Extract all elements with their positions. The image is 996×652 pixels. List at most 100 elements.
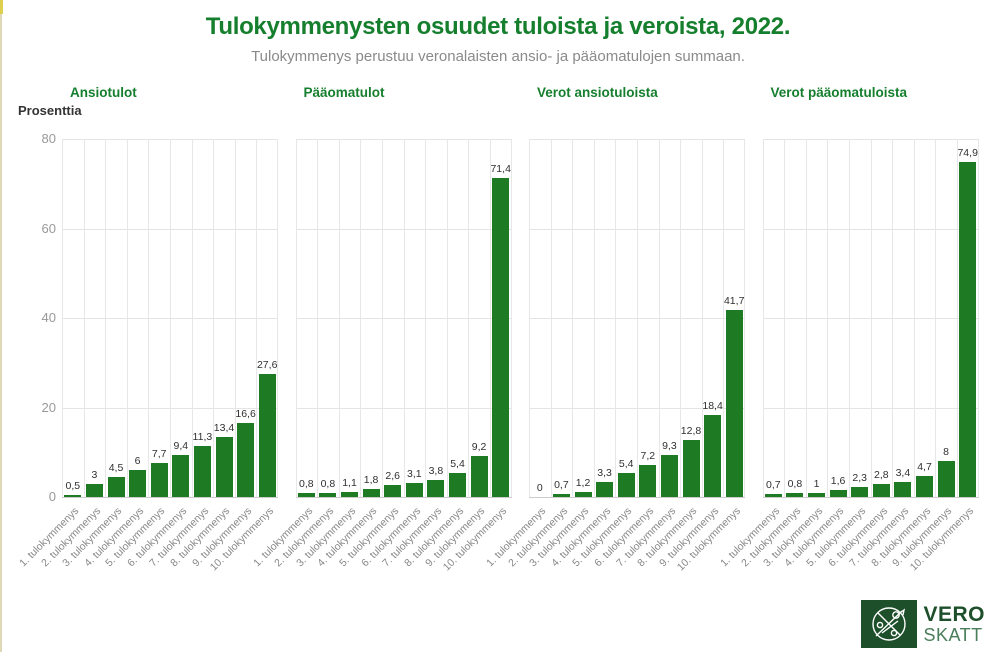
v-gridline xyxy=(848,139,850,497)
bar xyxy=(552,493,570,497)
y-tick-label: 60 xyxy=(41,220,56,236)
bar xyxy=(427,480,445,497)
v-gridline xyxy=(446,139,448,497)
bar xyxy=(193,446,211,497)
bar xyxy=(660,455,678,497)
chart-panel-ansiotulot: Ansiotulot 0,5 3 4,5 6 7,7 9,4 11,3 13,4 16,6 27,… xyxy=(17,79,278,624)
panel-title: Verot ansiotuloista xyxy=(537,85,658,100)
bar-value-label: 0,8 xyxy=(320,478,336,491)
h-gridline xyxy=(529,497,745,498)
bar xyxy=(449,472,466,497)
v-gridline xyxy=(83,139,85,497)
bar-value-label: 3 xyxy=(91,468,98,481)
bar xyxy=(682,439,700,497)
bar-value-label: 4,7 xyxy=(917,460,932,473)
bar xyxy=(959,161,977,497)
bar xyxy=(639,464,657,497)
bar-value-label: 3,4 xyxy=(895,466,911,479)
logo-text: VERO SKATT xyxy=(923,604,985,644)
header: Tulokymmenysten osuudet tuloista ja vero… xyxy=(0,0,996,65)
bar xyxy=(829,489,847,497)
bar-value-label: 2,3 xyxy=(852,471,867,484)
bar-value-label: 1,6 xyxy=(830,474,846,487)
v-gridline xyxy=(762,139,764,497)
v-gridline xyxy=(744,139,745,497)
bar xyxy=(808,492,825,497)
bar-value-label: 9,4 xyxy=(173,439,189,452)
bar xyxy=(297,493,315,497)
bar xyxy=(129,470,147,497)
v-gridline xyxy=(338,139,340,497)
vero-skatt-logo: VERO SKATT xyxy=(861,600,985,648)
bar-value-label: 3,1 xyxy=(406,468,422,481)
bar-value-label: 7,7 xyxy=(151,447,167,460)
bar xyxy=(150,462,168,497)
bar xyxy=(894,481,912,497)
bar xyxy=(341,492,358,497)
bar xyxy=(596,482,614,497)
x-axis-labels: 1. tulokymmenys 2. tulokymmenys 3. tulokym… xyxy=(251,497,512,624)
bar xyxy=(470,455,488,497)
v-gridline xyxy=(784,139,786,497)
bar xyxy=(937,461,955,497)
v-gridline xyxy=(977,139,979,497)
bar-value-label: 0,7 xyxy=(554,478,569,491)
bar xyxy=(107,476,125,497)
bar-value-label: 0 xyxy=(536,482,543,494)
v-gridline xyxy=(935,139,937,497)
logo-text-vero: VERO xyxy=(923,603,985,627)
bar-value-label: 11,3 xyxy=(192,431,213,444)
bar xyxy=(725,310,743,497)
plot-area: 0 0,7 1,2 3,3 5,4 7,2 9,3 12,8 18,4 41,7 xyxy=(529,139,745,498)
bar-value-label: 71,4 xyxy=(490,162,511,175)
v-gridline xyxy=(572,139,574,497)
y-tick-label: 40 xyxy=(41,310,56,325)
bar-value-label: 2,8 xyxy=(873,469,889,482)
bar-value-label: 2,6 xyxy=(385,470,400,483)
v-gridline xyxy=(360,139,362,497)
x-axis-labels: 1. tulokymmenys 2. tulokymmenys 3. tulokym… xyxy=(484,497,745,624)
v-gridline xyxy=(126,139,128,497)
v-gridline xyxy=(213,139,215,497)
bar-value-label: 74,9 xyxy=(957,146,978,159)
panel-title: Pääomatulot xyxy=(303,85,385,100)
v-gridline xyxy=(593,139,595,497)
v-gridline xyxy=(870,139,872,497)
bar xyxy=(574,491,592,497)
v-gridline xyxy=(148,139,150,497)
bar-value-label: 41,7 xyxy=(723,295,745,308)
bar xyxy=(384,485,402,497)
bar xyxy=(405,483,423,497)
y-axis-title: Prosenttia xyxy=(18,103,82,118)
v-gridline xyxy=(317,139,319,497)
bar-value-label: 27,6 xyxy=(256,358,278,371)
h-gridline xyxy=(295,497,512,498)
bar-value-label: 1 xyxy=(813,477,820,490)
bar xyxy=(786,493,804,497)
y-tick-label: 0 xyxy=(48,489,56,504)
v-gridline xyxy=(234,139,236,497)
bar-value-label: 13,4 xyxy=(213,422,235,435)
bar-value-label: 3,8 xyxy=(428,465,444,477)
v-gridline xyxy=(529,139,530,497)
bar xyxy=(215,437,233,497)
v-gridline xyxy=(489,139,491,497)
v-gridline xyxy=(658,139,660,497)
bar-value-label: 9,3 xyxy=(662,440,677,453)
bar xyxy=(916,475,933,497)
bar-value-label: 7,2 xyxy=(640,449,656,462)
logo-text-skatt: SKATT xyxy=(923,624,983,645)
page-subtitle: Tulokymmenys perustuu veronalaisten ansi… xyxy=(251,48,745,65)
bar xyxy=(764,493,782,497)
v-gridline xyxy=(295,139,297,497)
bar-value-label: 0,5 xyxy=(65,479,81,492)
v-gridline xyxy=(550,139,552,497)
page-title: Tulokymmenysten osuudet tuloista ja vero… xyxy=(205,13,791,40)
v-gridline xyxy=(256,139,258,497)
left-edge-artifact xyxy=(0,0,3,652)
bar-value-label: 0,8 xyxy=(298,478,314,491)
v-gridline xyxy=(105,139,107,497)
bar-value-label: 1,8 xyxy=(363,473,379,486)
chart-panel-verot-ansiotuloista: Verot ansiotuloista 0 0,7 1,2 3,3 5,4 7,2 9,3 1… xyxy=(484,79,745,624)
v-gridline xyxy=(191,139,193,497)
